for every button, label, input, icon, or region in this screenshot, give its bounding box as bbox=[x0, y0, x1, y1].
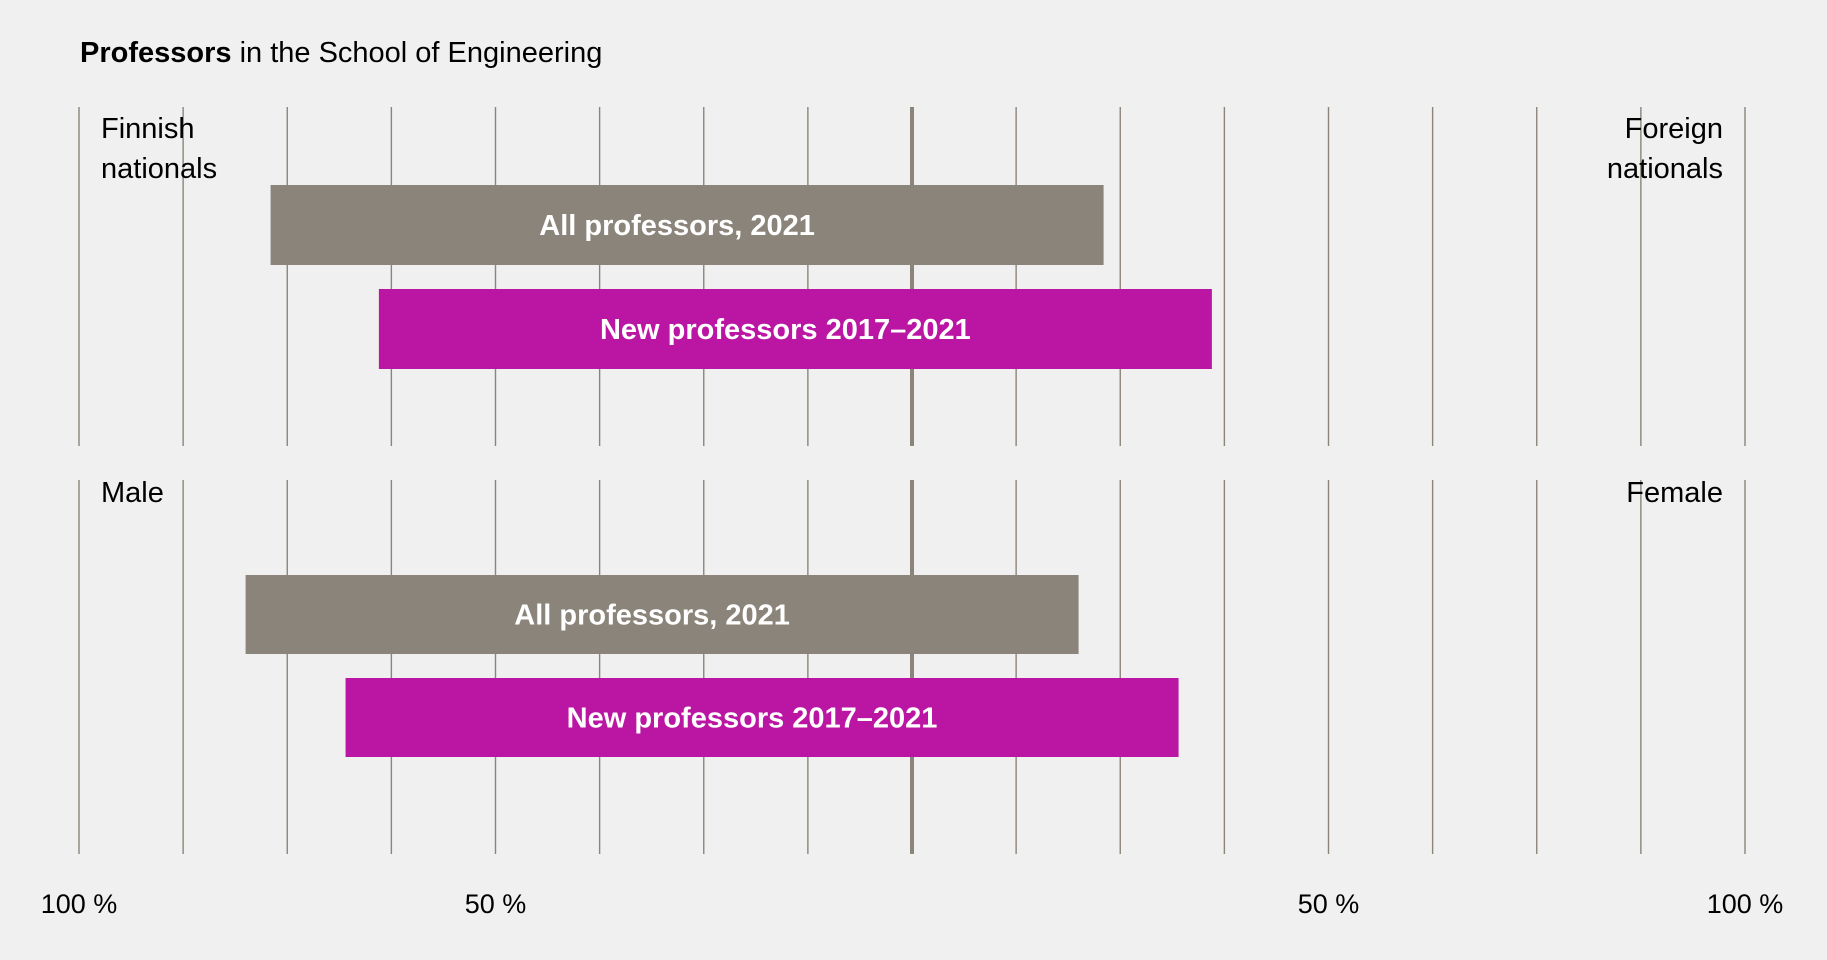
chart-title: Professors in the School of Engineering bbox=[80, 36, 602, 70]
bar-all-professors bbox=[270, 185, 1104, 265]
x-tick-label: 50 % bbox=[465, 889, 527, 919]
bar-all-professors bbox=[245, 575, 1079, 654]
bar-label: New professors 2017–2021 bbox=[567, 703, 938, 735]
right-category-label: Female bbox=[1626, 477, 1723, 509]
bar-label: All professors, 2021 bbox=[539, 210, 815, 242]
x-tick-label: 50 % bbox=[1298, 889, 1360, 919]
chart-title-bold: Professors bbox=[80, 37, 232, 69]
x-tick-label: 100 % bbox=[41, 889, 118, 919]
bar-label: New professors 2017–2021 bbox=[600, 314, 971, 346]
left-category-label: nationals bbox=[101, 153, 217, 185]
x-tick-label: 100 % bbox=[1707, 889, 1784, 919]
right-category-label: nationals bbox=[1607, 153, 1723, 185]
left-category-label: Male bbox=[101, 477, 164, 509]
chart-title-rest: in the School of Engineering bbox=[231, 37, 603, 69]
bar-new-professors bbox=[378, 289, 1212, 369]
bar-label: All professors, 2021 bbox=[514, 600, 790, 632]
left-category-label: Finnish bbox=[101, 113, 195, 145]
right-category-label: Foreign bbox=[1625, 113, 1723, 145]
bar-new-professors bbox=[345, 678, 1179, 757]
